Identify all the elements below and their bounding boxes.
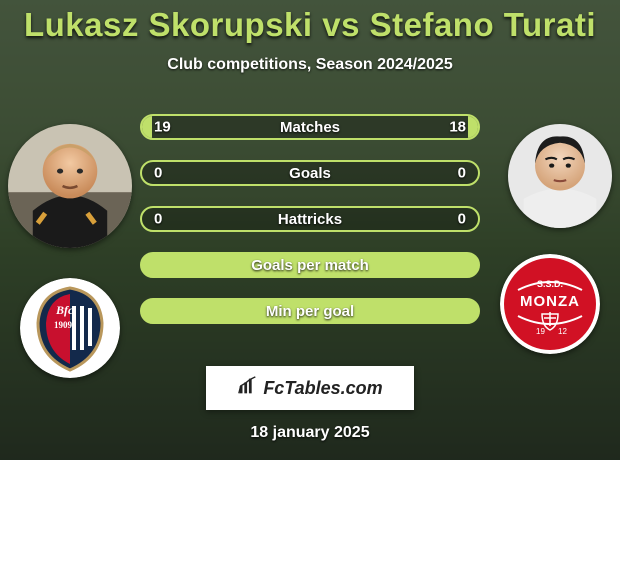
content-layer: Lukasz Skorupski vs Stefano Turati Club …: [0, 0, 620, 460]
stat-value-right: 0: [458, 165, 466, 182]
club-crest-right: S.S.D. MONZA 19 12: [500, 254, 600, 354]
stat-row: 19 18 Matches: [140, 114, 480, 140]
stat-row: 0 0 Goals: [140, 160, 480, 186]
stat-label: Hattricks: [278, 211, 342, 228]
svg-text:Bfc: Bfc: [55, 303, 74, 317]
stat-row: Min per goal: [140, 298, 480, 324]
svg-text:MONZA: MONZA: [520, 293, 580, 310]
stat-value-left: 19: [154, 119, 171, 136]
svg-text:12: 12: [558, 327, 567, 336]
stat-row: 0 0 Hattricks: [140, 206, 480, 232]
stat-value-left: 0: [154, 165, 162, 182]
club-crest-left: Bfc 1909: [20, 278, 120, 378]
stat-label: Min per goal: [266, 303, 354, 320]
card-subtitle: Club competitions, Season 2024/2025: [0, 56, 620, 74]
chart-icon: [237, 375, 259, 402]
svg-text:S.S.D.: S.S.D.: [537, 279, 563, 289]
player-right-avatar: [508, 124, 612, 228]
rows-area: Bfc 1909 S.S.D. MONZA 19: [0, 114, 620, 394]
stat-value-left: 0: [154, 211, 162, 228]
player-left-avatar: [8, 124, 132, 248]
stat-rows: 19 18 Matches 0 0 Goals 0 0 Hattricks Goals per m…: [140, 114, 480, 344]
card-title: Lukasz Skorupski vs Stefano Turati: [0, 6, 620, 44]
comparison-card: Lukasz Skorupski vs Stefano Turati Club …: [0, 0, 620, 460]
stat-row: Goals per match: [140, 252, 480, 278]
card-date: 18 january 2025: [0, 424, 620, 442]
stat-label: Goals per match: [251, 257, 369, 274]
svg-text:19: 19: [536, 327, 545, 336]
stat-value-right: 18: [449, 119, 466, 136]
svg-text:1909: 1909: [54, 320, 73, 330]
brand-text: FcTables.com: [263, 378, 382, 399]
brand-plate: FcTables.com: [206, 366, 414, 410]
stat-label: Goals: [289, 165, 331, 182]
stat-value-right: 0: [458, 211, 466, 228]
stat-label: Matches: [280, 119, 340, 136]
